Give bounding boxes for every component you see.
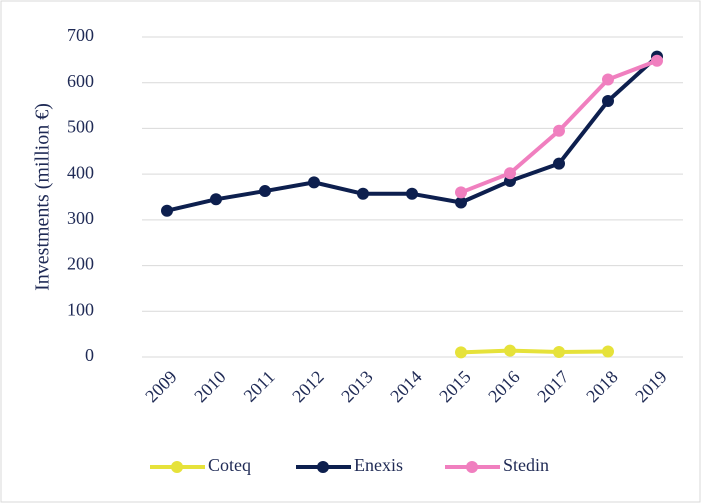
- legend-label: Coteq: [208, 455, 251, 475]
- point: [210, 193, 222, 206]
- y-tick-label: 300: [67, 208, 94, 228]
- legend-label: Enexis: [354, 455, 403, 475]
- point: [308, 176, 320, 189]
- y-tick-label: 700: [67, 25, 94, 45]
- point: [602, 345, 614, 358]
- y-tick-label: 0: [85, 345, 94, 365]
- legend-marker: [317, 461, 329, 473]
- legend-marker: [466, 461, 478, 473]
- series-line: [460, 348, 609, 355]
- point: [651, 54, 663, 67]
- point: [455, 186, 467, 199]
- point: [406, 187, 418, 200]
- y-tick-label: 400: [67, 162, 94, 182]
- point: [504, 167, 516, 180]
- legend-label: Stedin: [503, 455, 549, 475]
- point: [504, 344, 516, 357]
- point: [602, 73, 614, 86]
- point: [455, 196, 467, 209]
- legend-marker: [171, 461, 183, 473]
- y-tick-label: 100: [67, 299, 94, 319]
- point: [357, 187, 369, 200]
- point: [553, 157, 565, 170]
- y-tick-label: 600: [67, 71, 94, 91]
- point: [455, 346, 467, 359]
- y-axis-label: Investments (million €): [32, 103, 54, 291]
- y-tick-label: 500: [67, 117, 94, 137]
- y-tick-label: 200: [67, 254, 94, 274]
- point: [602, 95, 614, 107]
- point: [259, 185, 271, 198]
- point: [553, 124, 565, 137]
- point: [161, 204, 173, 217]
- point: [553, 345, 565, 358]
